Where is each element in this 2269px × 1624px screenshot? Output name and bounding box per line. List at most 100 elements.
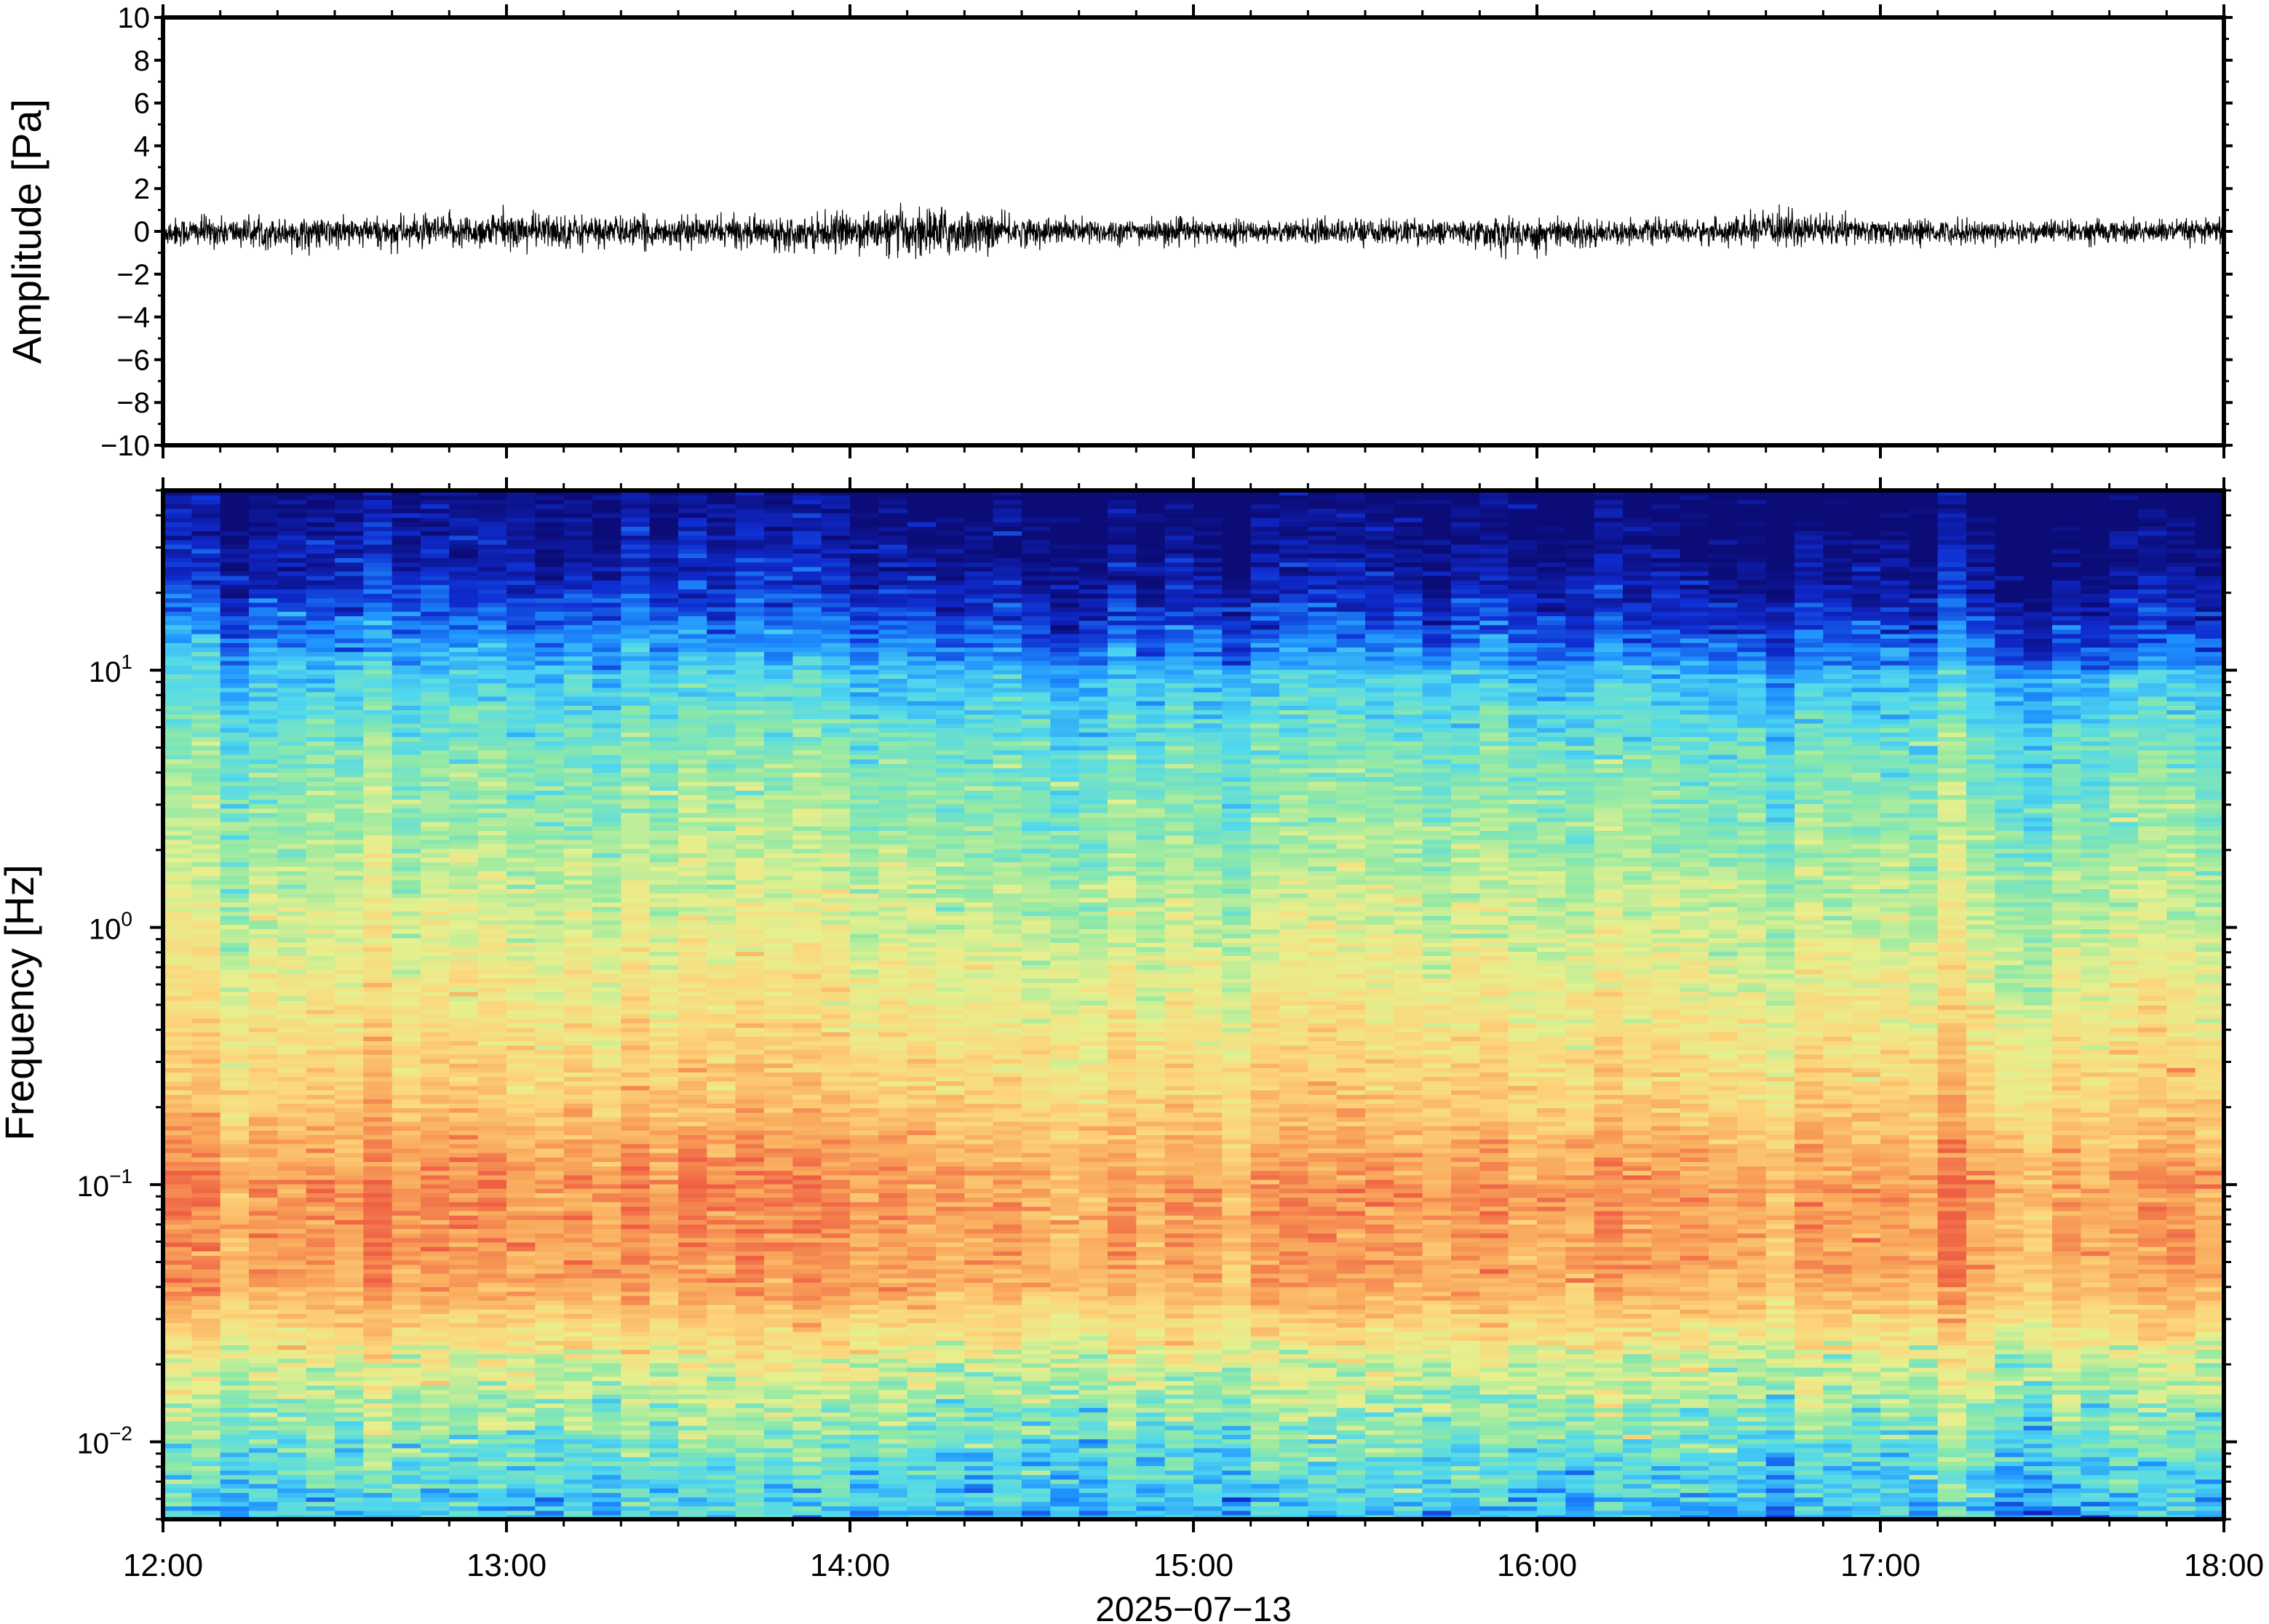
spectrogram-cell xyxy=(449,714,479,720)
spectrogram-cell xyxy=(621,723,651,728)
spectrogram-cell xyxy=(563,1412,593,1417)
spectrogram-cell xyxy=(477,1040,507,1046)
spectrogram-cell xyxy=(707,660,736,666)
spectrogram-cell xyxy=(735,1487,765,1493)
spectrogram-cell xyxy=(421,530,450,536)
spectrogram-cell xyxy=(335,758,365,764)
spectrogram-cell xyxy=(678,843,708,849)
spectrogram-cell xyxy=(735,749,765,755)
spectrogram-cell xyxy=(421,1322,450,1328)
spectrogram-cell xyxy=(363,651,393,657)
spectrogram-cell xyxy=(678,1183,708,1189)
spectrogram-cell xyxy=(421,1326,450,1332)
spectrogram-cell xyxy=(649,570,679,576)
spectrogram-cell xyxy=(563,723,593,728)
spectrogram-cell xyxy=(649,1210,679,1216)
spectrogram-cell xyxy=(163,1014,193,1019)
spectrogram-cell xyxy=(249,795,279,800)
spectrogram-cell xyxy=(477,714,507,720)
spectrogram-cell xyxy=(649,700,679,706)
spectrogram-cell xyxy=(735,606,765,612)
spectrogram-cell xyxy=(649,758,679,764)
spectrogram-cell xyxy=(363,1210,393,1216)
spectrogram-cell xyxy=(649,1295,679,1301)
spectrogram-cell xyxy=(506,1147,536,1153)
spectrogram-cell xyxy=(735,1461,765,1467)
spectrogram-cell xyxy=(421,1380,450,1386)
spectrogram-cell xyxy=(220,669,250,674)
spectrogram-cell xyxy=(421,910,450,916)
spectrogram-cell xyxy=(735,1398,765,1404)
spectrogram-cell xyxy=(764,1385,794,1390)
spectrogram-cell xyxy=(678,1438,708,1444)
spectrogram-cell xyxy=(363,705,393,711)
spectrogram-cell xyxy=(220,1505,250,1511)
spectrogram-cell xyxy=(191,915,221,920)
spectrogram-cell xyxy=(621,1107,651,1113)
spectrogram-cell xyxy=(421,499,450,505)
spectrogram-cell xyxy=(649,718,679,724)
spectrogram-cell xyxy=(592,1027,622,1032)
spectrogram-cell xyxy=(477,1166,507,1171)
spectrogram-cell xyxy=(191,1027,221,1032)
spectrogram-cell xyxy=(421,875,450,880)
spectrogram-cell xyxy=(191,553,221,559)
spectrogram-cell xyxy=(421,1465,450,1471)
spectrogram-cell xyxy=(506,879,536,885)
spectrogram-cell xyxy=(363,839,393,845)
spectrogram-cell xyxy=(707,526,736,532)
spectrogram-cell xyxy=(421,933,450,939)
spectrogram-cell xyxy=(621,664,651,670)
spectrogram-cell xyxy=(191,803,221,809)
spectrogram-cell xyxy=(506,1345,536,1350)
spectrogram-cell xyxy=(163,978,193,984)
spectrogram-cell xyxy=(477,937,507,943)
spectrogram-cell xyxy=(707,1125,736,1131)
spectrogram-cell xyxy=(421,584,450,590)
spectrogram-cell xyxy=(191,548,221,554)
spectrogram-cell xyxy=(535,1407,565,1413)
spectrogram-cell xyxy=(535,991,565,997)
spectrogram-cell xyxy=(707,1385,736,1390)
spectrogram-cell xyxy=(735,781,765,787)
spectrogram-cell xyxy=(707,1447,736,1453)
spectrogram-cell xyxy=(306,1062,335,1068)
spectrogram-cell xyxy=(163,816,193,822)
spectrogram-cell xyxy=(506,1452,536,1457)
spectrogram-cell xyxy=(421,1398,450,1404)
spectrogram-cell xyxy=(220,1166,250,1171)
spectrogram-cell xyxy=(277,1514,307,1519)
spectrogram-cell xyxy=(735,826,765,832)
spectrogram-cell xyxy=(764,1447,794,1453)
spectrogram-cell xyxy=(477,1510,507,1516)
spectrogram-cell xyxy=(649,1331,679,1337)
spectrogram-cell xyxy=(191,597,221,603)
spectrogram-cell xyxy=(506,1219,536,1225)
spectrogram-cell xyxy=(335,1219,365,1225)
spectrogram-cell xyxy=(621,620,651,626)
spectrogram-cell xyxy=(506,1389,536,1395)
spectrogram-cell xyxy=(220,1318,250,1324)
spectrogram-cell xyxy=(477,848,507,853)
amplitude-tick-label: −10 xyxy=(100,430,150,462)
spectrogram-cell xyxy=(363,1322,393,1328)
spectrogram-cell xyxy=(392,1282,421,1288)
spectrogram-cell xyxy=(506,1483,536,1489)
spectrogram-cell xyxy=(249,1246,279,1251)
spectrogram-cell xyxy=(535,1313,565,1319)
spectrogram-cell xyxy=(306,566,335,572)
spectrogram-cell xyxy=(477,1309,507,1314)
spectrogram-cell xyxy=(707,1139,736,1145)
spectrogram-cell xyxy=(649,642,679,648)
spectrogram-cell xyxy=(335,1197,365,1203)
spectrogram-cell xyxy=(277,1183,307,1189)
spectrogram-cell xyxy=(707,1130,736,1136)
spectrogram-cell xyxy=(707,816,736,822)
spectrogram-cell xyxy=(249,1282,279,1288)
spectrogram-cell xyxy=(735,1246,765,1251)
spectrogram-cell xyxy=(707,1389,736,1395)
spectrogram-cell xyxy=(449,1130,479,1136)
spectrogram-cell xyxy=(621,1501,651,1507)
spectrogram-cell xyxy=(421,714,450,720)
spectrogram-cell xyxy=(592,1461,622,1467)
